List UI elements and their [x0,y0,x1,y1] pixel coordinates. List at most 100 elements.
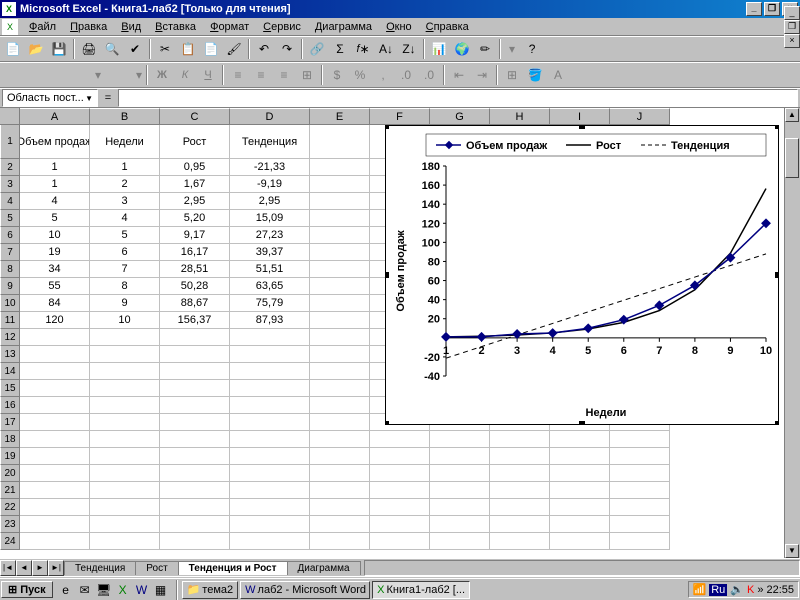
new-button[interactable]: 📄 [2,38,24,60]
col-header-F[interactable]: F [370,108,430,124]
menu-формат[interactable]: Формат [203,19,256,35]
data-cell[interactable]: -21,33 [230,159,310,176]
zoom-button[interactable]: ▾ [504,38,520,60]
prev-sheet-button[interactable]: ◄ [16,560,32,576]
col-header-B[interactable]: B [90,108,160,124]
data-cell[interactable]: 39,37 [230,244,310,261]
data-cell[interactable] [310,295,370,312]
sheet-tab[interactable]: Рост [135,561,178,575]
tray-icon-2[interactable]: 🔊 [730,583,744,596]
tray-icon-3[interactable]: K [747,584,754,596]
data-cell[interactable]: 120 [20,312,90,329]
merge-button[interactable]: ⊞ [296,64,318,86]
data-cell[interactable]: 63,65 [230,278,310,295]
data-cell[interactable]: 156,37 [160,312,230,329]
data-cell[interactable]: 8 [90,278,160,295]
data-cell[interactable]: 9 [90,295,160,312]
align-center-button[interactable]: ≡ [250,64,272,86]
data-cell[interactable]: 4 [20,193,90,210]
data-cell[interactable]: 10 [20,227,90,244]
tray-icon[interactable]: 📶 [693,583,707,596]
function-button[interactable]: f∗ [352,38,374,60]
data-cell[interactable]: 9,17 [160,227,230,244]
data-cell[interactable]: 1 [20,176,90,193]
data-cell[interactable]: 16,17 [160,244,230,261]
fill-color-button[interactable]: 🪣 [524,64,546,86]
row-headers[interactable]: 123456789101112131415161718192021222324 [0,125,20,550]
chart-button[interactable]: 📊 [428,38,450,60]
word-ql-icon[interactable]: W [133,581,151,599]
open-button[interactable]: 📂 [25,38,47,60]
data-cell[interactable] [310,159,370,176]
outlook-icon[interactable]: ✉ [76,581,94,599]
drawing-button[interactable]: ✏ [474,38,496,60]
sheet-tab[interactable]: Тенденция [64,561,136,575]
menu-сервис[interactable]: Сервис [256,19,308,35]
data-cell[interactable]: 15,09 [230,210,310,227]
bold-button[interactable]: Ж [151,64,173,86]
system-tray[interactable]: 📶 Ru 🔊 K » 22:55 [688,581,799,598]
menu-вид[interactable]: Вид [114,19,148,35]
font-button[interactable]: ▾ [2,64,102,86]
tray-icon-4[interactable]: » [757,584,763,596]
col-header-A[interactable]: A [20,108,90,124]
data-cell[interactable]: 75,79 [230,295,310,312]
select-all-corner[interactable] [0,108,20,125]
start-button[interactable]: ⊞ Пуск [1,581,53,598]
first-sheet-button[interactable]: |◄ [0,560,16,576]
copy-button[interactable]: 📋 [177,38,199,60]
data-cell[interactable]: 27,23 [230,227,310,244]
data-cell[interactable]: 19 [20,244,90,261]
dec-indent-button[interactable]: ⇤ [448,64,470,86]
data-cell[interactable]: 5 [20,210,90,227]
sheet-tab[interactable]: Тенденция и Рост [178,561,288,575]
data-cell[interactable]: -9,19 [230,176,310,193]
data-cell[interactable] [310,210,370,227]
doc-icon[interactable]: X [2,19,18,35]
sort-asc-button[interactable]: A↓ [375,38,397,60]
size-button[interactable]: ▾ [103,64,143,86]
align-right-button[interactable]: ≡ [273,64,295,86]
taskbar-button-1[interactable]: 📁тема2 [182,581,239,599]
inc-indent-button[interactable]: ⇥ [471,64,493,86]
col-header-G[interactable]: G [430,108,490,124]
menu-вставка[interactable]: Вставка [148,19,203,35]
data-cell[interactable]: 2 [90,176,160,193]
help-button[interactable]: ? [521,38,543,60]
doc-restore-button[interactable]: ❐ [784,20,800,34]
taskbar-button-2[interactable]: Wлаб2 - Microsoft Word [240,581,370,599]
name-box[interactable]: Область пост...▼ [2,89,98,107]
data-cell[interactable]: 1,67 [160,176,230,193]
data-cell[interactable]: 4 [90,210,160,227]
excel-ql-icon[interactable]: X [114,581,132,599]
menu-файл[interactable]: Файл [22,19,63,35]
data-cell[interactable]: 34 [20,261,90,278]
data-cell[interactable]: 5 [90,227,160,244]
sort-desc-button[interactable]: Z↓ [398,38,420,60]
underline-button[interactable]: Ч [197,64,219,86]
data-cell[interactable] [310,261,370,278]
column-headers[interactable]: ABCDEFGHIJ [20,108,670,125]
data-cell[interactable]: 3 [90,193,160,210]
col-header-E[interactable]: E [310,108,370,124]
horizontal-scrollbar[interactable] [364,560,800,576]
data-cell[interactable]: 6 [90,244,160,261]
next-sheet-button[interactable]: ► [32,560,48,576]
data-cell[interactable]: 55 [20,278,90,295]
redo-button[interactable]: ↷ [276,38,298,60]
data-cell[interactable] [310,193,370,210]
doc-minimize-button[interactable]: _ [784,6,800,20]
format-painter-button[interactable]: 🖌 [223,38,245,60]
menu-справка[interactable]: Справка [419,19,476,35]
data-cell[interactable]: 84 [20,295,90,312]
data-cell[interactable] [310,312,370,329]
data-cell[interactable]: 88,67 [160,295,230,312]
spell-button[interactable]: ✔ [124,38,146,60]
data-cell[interactable]: 10 [90,312,160,329]
dec-decimal-button[interactable]: .0 [418,64,440,86]
data-cell[interactable]: 5,20 [160,210,230,227]
menu-окно[interactable]: Окно [379,19,419,35]
data-cell[interactable]: 1 [90,159,160,176]
autosum-button[interactable]: Σ [329,38,351,60]
app-ql-icon[interactable]: ▦ [152,581,170,599]
